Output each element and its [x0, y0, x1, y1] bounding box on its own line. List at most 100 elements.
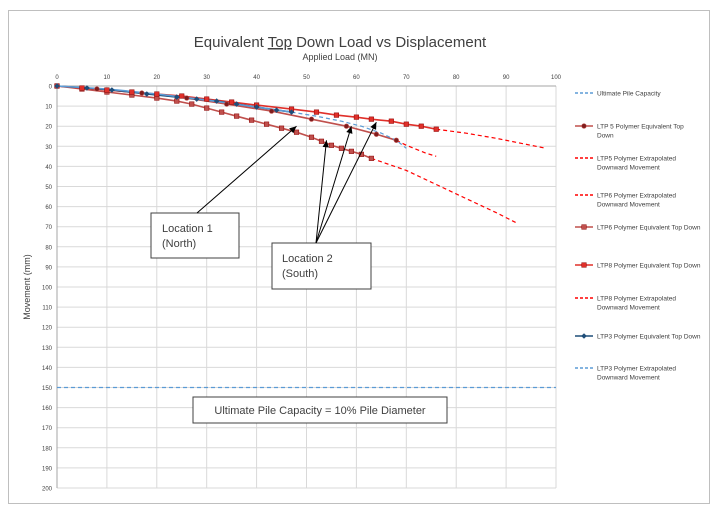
data-point — [328, 142, 334, 148]
annotation-box — [192, 396, 448, 424]
data-point — [393, 137, 399, 143]
x-axis-label: Applied Load (MN) — [302, 52, 377, 62]
data-point — [104, 87, 110, 93]
x-tick-label: 0 — [55, 75, 59, 81]
x-tick-label: 30 — [203, 75, 210, 81]
data-point — [233, 101, 240, 107]
x-tick-label: 40 — [253, 75, 260, 81]
data-point — [268, 108, 275, 114]
annotation-text: Location 1 — [162, 223, 213, 235]
legend-label: LTP3 Polymer Extrapolated — [597, 366, 676, 373]
data-point — [253, 104, 260, 110]
data-point — [279, 125, 285, 131]
data-point — [204, 105, 210, 111]
y-tick-label: 120 — [42, 326, 53, 332]
data-point — [224, 101, 230, 107]
y-tick-label: 140 — [42, 366, 53, 372]
x-tick-label: 100 — [551, 75, 562, 81]
data-point — [348, 148, 354, 154]
data-point — [79, 85, 85, 91]
data-point — [338, 145, 344, 151]
y-tick-label: 40 — [45, 165, 52, 171]
legend-label: LTP6 Polymer Equivalent Top Down — [597, 225, 701, 232]
data-point — [388, 118, 394, 124]
data-point — [264, 121, 270, 127]
y-tick-label: 170 — [42, 426, 53, 432]
y-tick-label: 0 — [49, 85, 53, 91]
data-point — [234, 113, 240, 119]
y-tick-label: 50 — [45, 185, 52, 191]
legend-label: LTP5 Polymer Extrapolated — [597, 156, 676, 163]
data-point — [293, 129, 300, 135]
y-tick-label: 20 — [45, 125, 52, 131]
data-point — [581, 123, 587, 129]
data-point — [144, 91, 150, 97]
data-point — [318, 138, 325, 144]
data-point — [343, 123, 350, 129]
series-line — [436, 128, 547, 149]
y-tick-label: 160 — [42, 406, 53, 412]
y-tick-label: 180 — [42, 446, 53, 452]
x-tick-label: 70 — [403, 75, 410, 81]
data-point — [373, 131, 379, 137]
data-point — [129, 89, 135, 95]
data-point — [184, 95, 190, 101]
annotation-arrowhead — [370, 122, 377, 130]
y-tick-label: 90 — [45, 265, 52, 271]
annotation-text: Ultimate Pile Capacity = 10% Pile Diamet… — [214, 405, 426, 417]
annotation-arrowhead — [289, 126, 297, 134]
data-point — [249, 117, 255, 123]
chart-title-part: Load vs — [334, 34, 395, 51]
annotation-arrow — [315, 126, 352, 244]
x-tick-label: 90 — [503, 75, 510, 81]
x-tick-label: 50 — [303, 75, 310, 81]
legend-label: LTP8 Polymer Extrapolated — [597, 296, 676, 303]
data-point — [173, 94, 180, 100]
data-point — [333, 112, 339, 118]
annotation-text: (North) — [162, 238, 196, 250]
legend-label: Downward Movement — [597, 375, 660, 382]
data-point — [581, 224, 587, 230]
data-point — [213, 98, 220, 104]
legend-label: LTP8 Polymer Equivalent Top Down — [597, 263, 701, 270]
data-point — [433, 126, 439, 132]
data-point — [368, 116, 374, 122]
legend-label: Downward Movement — [597, 305, 660, 312]
data-point — [418, 123, 424, 129]
data-point — [288, 109, 295, 115]
data-point — [154, 91, 160, 97]
data-point — [229, 99, 235, 105]
data-point — [273, 107, 280, 113]
chart-title-part: Displacement — [395, 34, 487, 51]
data-point — [308, 134, 315, 140]
y-tick-label: 130 — [42, 346, 53, 352]
y-tick-label: 70 — [45, 225, 52, 231]
legend-label: Downward Movement — [597, 165, 660, 172]
data-point — [403, 121, 409, 127]
data-point — [139, 90, 145, 96]
y-tick-label: 110 — [42, 306, 52, 312]
chart-title: Equivalent Top Down Load vs Displacement — [194, 34, 487, 51]
legend-label: Downward Movement — [597, 202, 660, 209]
y-tick-label: 30 — [45, 145, 52, 151]
y-axis-label: Movement (mm) — [22, 254, 32, 320]
annotation-box — [271, 242, 372, 290]
data-point — [193, 96, 200, 102]
data-point — [219, 109, 225, 115]
series-line — [396, 139, 437, 157]
legend-label: LTP3 Polymer Equivalent Top Down — [597, 334, 701, 341]
annotation-text: Location 2 — [282, 253, 333, 265]
annotation-arrow — [196, 125, 297, 214]
annotation-arrow — [315, 121, 377, 244]
chart-title-part: Equivalent — [194, 34, 268, 51]
x-tick-label: 10 — [104, 75, 111, 81]
legend-label: LTP 5 Polymer Equivalent Top — [597, 124, 684, 131]
x-tick-label: 80 — [453, 75, 460, 81]
annotation-arrowhead — [346, 126, 353, 134]
data-point — [581, 333, 587, 339]
y-tick-label: 200 — [42, 487, 53, 493]
chart-title-part: Top — [268, 34, 292, 51]
series-line — [371, 157, 517, 224]
series-line — [291, 111, 407, 149]
